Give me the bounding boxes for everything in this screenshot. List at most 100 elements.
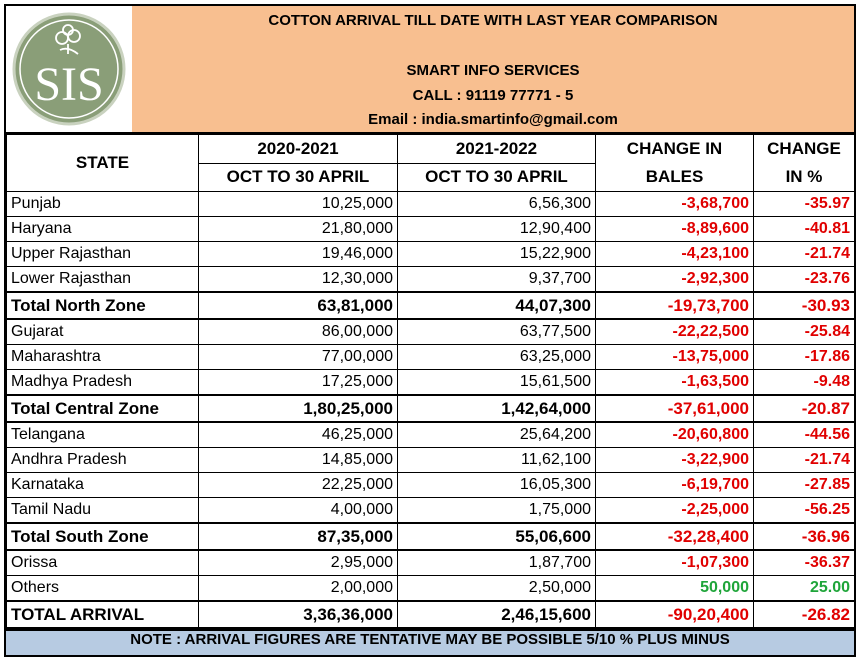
state-cell: Total Central Zone	[6, 394, 199, 423]
value-2021-2022: 15,22,900	[397, 241, 596, 267]
state-cell: Others	[6, 575, 199, 602]
state-cell: Haryana	[6, 216, 199, 242]
state-cell: Karnataka	[6, 472, 199, 498]
value-2020-2021: 63,81,000	[198, 291, 398, 320]
total-row: Total North Zone 63,81,000 44,07,300 -19,73…	[6, 291, 855, 320]
table-row: Upper Rajasthan 19,46,000 15,22,900 -4,23,1…	[6, 241, 855, 267]
change-percent: -9.48	[753, 369, 855, 396]
state-cell: Lower Rajasthan	[6, 266, 199, 293]
change-percent: -36.37	[753, 549, 855, 576]
change-percent: -35.97	[753, 191, 855, 217]
value-2020-2021: 3,36,36,000	[198, 600, 398, 629]
header-year-2020-2021: 2020-2021	[198, 134, 398, 164]
change-bales: -1,63,500	[595, 369, 754, 396]
state-cell: Gujarat	[6, 318, 199, 345]
value-2021-2022: 2,46,15,600	[397, 600, 596, 629]
header-state: STATE	[6, 134, 199, 192]
state-cell: TOTAL ARRIVAL	[6, 600, 199, 629]
value-2020-2021: 17,25,000	[198, 369, 398, 396]
svg-text:SIS: SIS	[34, 58, 103, 111]
total-row: TOTAL ARRIVAL 3,36,36,000 2,46,15,600 -90,2…	[6, 600, 855, 629]
header-year-2021-2022: 2021-2022	[397, 134, 596, 164]
change-bales: 50,000	[595, 575, 754, 602]
change-percent: -25.84	[753, 318, 855, 345]
change-bales: -2,92,300	[595, 266, 754, 293]
change-bales: -37,61,000	[595, 394, 754, 423]
change-bales: -6,19,700	[595, 472, 754, 498]
table-row: Tamil Nadu 4,00,000 1,75,000 -2,25,000 -56.2…	[6, 497, 855, 524]
value-2020-2021: 86,00,000	[198, 318, 398, 345]
arrival-table: STATE 2020-2021 2021-2022 CHANGE IN BALE…	[6, 134, 855, 629]
value-2021-2022: 63,25,000	[397, 344, 596, 370]
value-2020-2021: 4,00,000	[198, 497, 398, 524]
contact-email: Email : india.smartinfo@gmail.com	[368, 111, 618, 128]
change-bales: -13,75,000	[595, 344, 754, 370]
header-change-bales: CHANGE IN BALES	[595, 134, 754, 192]
change-bales: -22,22,500	[595, 318, 754, 345]
value-2021-2022: 15,61,500	[397, 369, 596, 396]
value-2020-2021: 2,00,000	[198, 575, 398, 602]
change-bales: -4,23,100	[595, 241, 754, 267]
banner: SIS COTTON ARRIVAL TILL DATE WITH LAST Y…	[6, 6, 854, 134]
contact-phone: CALL : 91119 77771 - 5	[412, 87, 574, 104]
table-row: Lower Rajasthan 12,30,000 9,37,700 -2,92,30…	[6, 266, 855, 293]
table-row: Madhya Pradesh 17,25,000 15,61,500 -1,63,50…	[6, 369, 855, 396]
change-percent: -40.81	[753, 216, 855, 242]
change-percent: -21.74	[753, 241, 855, 267]
value-2021-2022: 25,64,200	[397, 421, 596, 448]
value-2021-2022: 6,56,300	[397, 191, 596, 217]
state-cell: Upper Rajasthan	[6, 241, 199, 267]
table-row: Others 2,00,000 2,50,000 50,000 25.00	[6, 575, 855, 602]
total-row: Total South Zone 87,35,000 55,06,600 -32,28…	[6, 522, 855, 551]
table-row: Orissa 2,95,000 1,87,700 -1,07,300 -36.37	[6, 549, 855, 576]
value-2020-2021: 19,46,000	[198, 241, 398, 267]
value-2020-2021: 2,95,000	[198, 549, 398, 576]
state-cell: Orissa	[6, 549, 199, 576]
value-2020-2021: 21,80,000	[198, 216, 398, 242]
value-2021-2022: 1,87,700	[397, 549, 596, 576]
value-2020-2021: 10,25,000	[198, 191, 398, 217]
value-2021-2022: 16,05,300	[397, 472, 596, 498]
banner-text: COTTON ARRIVAL TILL DATE WITH LAST YEAR …	[132, 6, 854, 132]
table-row: Haryana 21,80,000 12,90,400 -8,89,600 -40.81	[6, 216, 855, 242]
sis-logo: SIS	[6, 6, 132, 132]
state-cell: Madhya Pradesh	[6, 369, 199, 396]
change-percent: -23.76	[753, 266, 855, 293]
change-bales: -3,68,700	[595, 191, 754, 217]
change-percent: -17.86	[753, 344, 855, 370]
change-bales: -2,25,000	[595, 497, 754, 524]
header-period-2020-2021: OCT TO 30 APRIL	[198, 162, 398, 192]
value-2021-2022: 9,37,700	[397, 266, 596, 293]
value-2020-2021: 1,80,25,000	[198, 394, 398, 423]
change-bales: -90,20,400	[595, 600, 754, 629]
change-bales: -19,73,700	[595, 291, 754, 320]
table-row: Karnataka 22,25,000 16,05,300 -6,19,700 -27.…	[6, 472, 855, 498]
change-percent: -36.96	[753, 522, 855, 551]
change-percent: -26.82	[753, 600, 855, 629]
state-cell: Tamil Nadu	[6, 497, 199, 524]
change-percent: -27.85	[753, 472, 855, 498]
change-bales: -3,22,900	[595, 447, 754, 473]
total-row: Total Central Zone 1,80,25,000 1,42,64,000…	[6, 394, 855, 423]
value-2021-2022: 2,50,000	[397, 575, 596, 602]
value-2021-2022: 1,42,64,000	[397, 394, 596, 423]
header-period-2021-2022: OCT TO 30 APRIL	[397, 162, 596, 192]
change-bales: -32,28,400	[595, 522, 754, 551]
table-row: Gujarat 86,00,000 63,77,500 -22,22,500 -25.8…	[6, 318, 855, 345]
state-cell: Maharashtra	[6, 344, 199, 370]
state-cell: Telangana	[6, 421, 199, 448]
table-row: Andhra Pradesh 14,85,000 11,62,100 -3,22,90…	[6, 447, 855, 473]
table-row: Punjab 10,25,000 6,56,300 -3,68,700 -35.97	[6, 191, 855, 217]
change-percent: -44.56	[753, 421, 855, 448]
state-cell: Andhra Pradesh	[6, 447, 199, 473]
cotton-arrival-sheet: SIS COTTON ARRIVAL TILL DATE WITH LAST Y…	[4, 4, 856, 657]
header-change-percent: CHANGE IN %	[753, 134, 855, 192]
value-2021-2022: 44,07,300	[397, 291, 596, 320]
value-2021-2022: 12,90,400	[397, 216, 596, 242]
change-bales: -20,60,800	[595, 421, 754, 448]
change-bales: -8,89,600	[595, 216, 754, 242]
value-2020-2021: 14,85,000	[198, 447, 398, 473]
value-2020-2021: 22,25,000	[198, 472, 398, 498]
value-2021-2022: 11,62,100	[397, 447, 596, 473]
state-cell: Total North Zone	[6, 291, 199, 320]
